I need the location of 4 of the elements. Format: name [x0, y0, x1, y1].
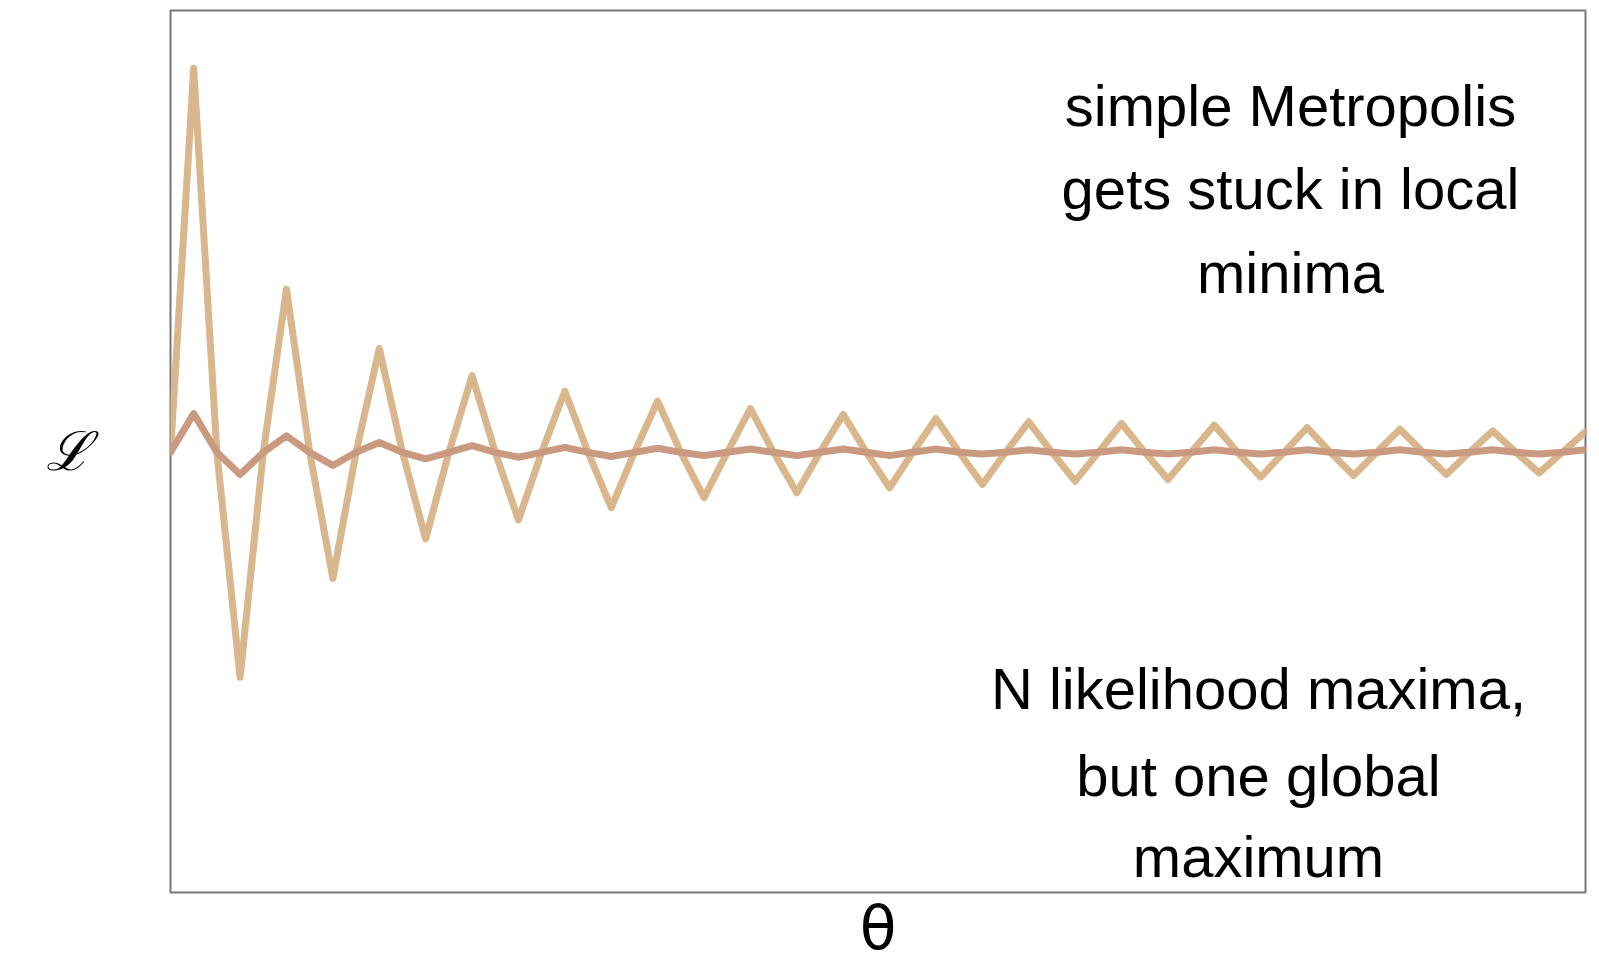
y-axis-title: ℒ: [45, 420, 99, 483]
x-axis-title: θ: [859, 892, 897, 963]
annotation: N likelihood maxima, but one global maximum: [990, 656, 1527, 889]
annotation: simple Metropolis gets stuck in local minima: [1061, 73, 1520, 305]
